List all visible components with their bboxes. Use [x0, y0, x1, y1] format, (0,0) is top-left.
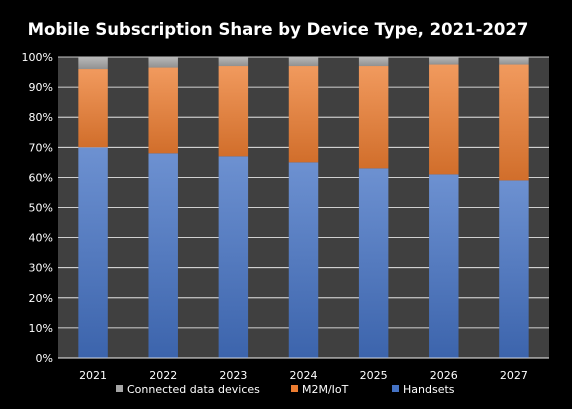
chart-title: Mobile Subscription Share by Device Type…: [28, 20, 529, 39]
bar-handsets-2022: [148, 153, 178, 358]
bar-group-2024: [288, 57, 319, 358]
bar-group-2023: [218, 57, 249, 358]
bar-group-2021: [78, 57, 108, 358]
legend: Connected data devices M2M/IoT Handsets: [116, 383, 455, 396]
bar-connected-data-devices-2021: [78, 57, 108, 70]
x-tick-label: 2022: [149, 369, 177, 382]
bar-group-2022: [148, 57, 178, 358]
bar-m2m-iot-2025: [358, 66, 389, 169]
legend-label: M2M/IoT: [302, 383, 349, 396]
bar-handsets-2023: [218, 156, 249, 358]
x-tick-label: 2021: [79, 369, 107, 382]
y-tick-label: 0%: [36, 352, 53, 365]
bar-group-2025: [358, 57, 389, 358]
bar-handsets-2026: [429, 174, 459, 358]
x-tick-label: 2023: [219, 369, 247, 382]
legend-label: Handsets: [403, 383, 455, 396]
x-axis: 2021 2022 2023 2024 2025 2026 2027: [58, 357, 549, 382]
x-tick-label: 2026: [430, 369, 458, 382]
legend-item-handsets: Handsets: [392, 383, 455, 396]
bar-m2m-iot-2026: [429, 64, 459, 175]
bar-connected-data-devices-2027: [499, 57, 529, 65]
bar-connected-data-devices-2022: [148, 57, 178, 68]
bar-m2m-iot-2023: [218, 66, 249, 157]
bar-handsets-2021: [78, 147, 108, 358]
bar-m2m-iot-2021: [78, 69, 108, 148]
bar-handsets-2024: [288, 162, 319, 358]
y-tick-label: 20%: [29, 292, 53, 305]
legend-swatch: [291, 385, 298, 392]
x-tick-label: 2027: [500, 369, 528, 382]
bar-connected-data-devices-2025: [358, 57, 389, 67]
bar-connected-data-devices-2024: [288, 57, 319, 67]
y-tick-label: 70%: [29, 141, 53, 154]
bar-group-2026: [429, 57, 459, 358]
bar-m2m-iot-2027: [499, 64, 529, 181]
bar-handsets-2025: [358, 168, 389, 358]
bars: [78, 57, 529, 358]
bar-connected-data-devices-2026: [429, 57, 459, 65]
bar-m2m-iot-2024: [288, 66, 319, 163]
y-axis: 0% 10% 20% 30% 40% 50% 60% 70% 80% 90% 100%: [22, 51, 53, 365]
legend-item-connected-data-devices: Connected data devices: [116, 383, 260, 396]
y-tick-label: 80%: [29, 111, 53, 124]
x-tick-label: 2025: [360, 369, 388, 382]
legend-swatch: [116, 385, 123, 392]
bar-group-2027: [499, 57, 529, 358]
x-tick-label: 2024: [290, 369, 318, 382]
bar-connected-data-devices-2023: [218, 57, 249, 67]
y-tick-label: 60%: [29, 171, 53, 184]
bar-handsets-2027: [499, 180, 529, 358]
y-tick-label: 30%: [29, 262, 53, 275]
y-tick-label: 40%: [29, 232, 53, 245]
legend-swatch: [392, 385, 399, 392]
legend-item-m2m-iot: M2M/IoT: [291, 383, 349, 396]
y-tick-label: 90%: [29, 81, 53, 94]
y-tick-label: 10%: [29, 322, 53, 335]
y-tick-label: 50%: [29, 202, 53, 215]
bar-m2m-iot-2022: [148, 67, 178, 154]
y-tick-label: 100%: [22, 51, 53, 64]
legend-label: Connected data devices: [127, 383, 260, 396]
